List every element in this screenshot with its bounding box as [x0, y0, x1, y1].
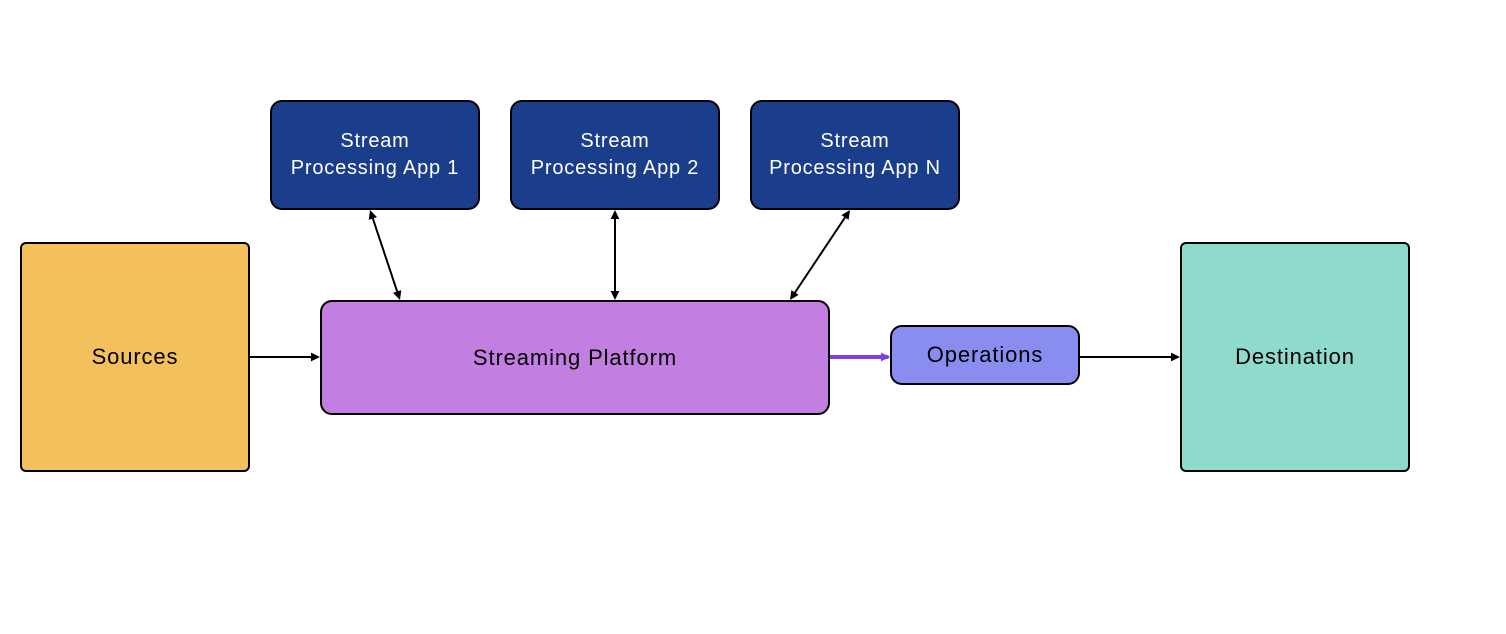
node-operations: Operations: [890, 325, 1080, 385]
node-stream-app-2: Stream Processing App 2: [510, 100, 720, 210]
node-streaming-platform-label: Streaming Platform: [473, 343, 677, 373]
node-destination: Destination: [1180, 242, 1410, 472]
node-stream-app-n-label: Stream Processing App N: [764, 128, 946, 182]
node-streaming-platform: Streaming Platform: [320, 300, 830, 415]
node-stream-app-1-label: Stream Processing App 1: [284, 128, 466, 182]
node-stream-app-n: Stream Processing App N: [750, 100, 960, 210]
node-stream-app-2-label: Stream Processing App 2: [524, 128, 706, 182]
node-destination-label: Destination: [1235, 342, 1355, 372]
node-sources-label: Sources: [92, 342, 179, 372]
node-operations-label: Operations: [927, 340, 1043, 370]
diagram-canvas: Sources Stream Processing App 1 Stream P…: [0, 0, 1506, 634]
node-sources: Sources: [20, 242, 250, 472]
node-stream-app-1: Stream Processing App 1: [270, 100, 480, 210]
